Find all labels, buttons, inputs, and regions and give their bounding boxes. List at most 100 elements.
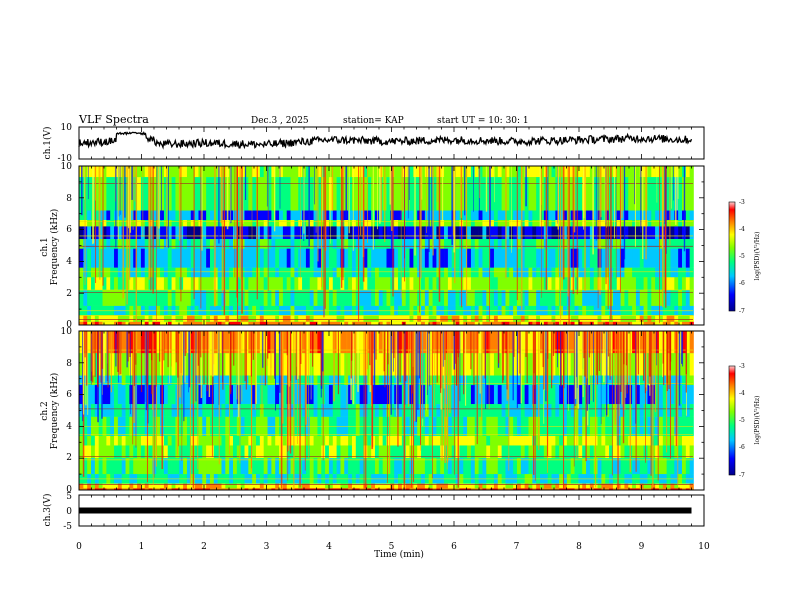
spectrogram-cell: [624, 488, 629, 490]
spectrogram-cell: [244, 315, 249, 322]
spectrogram-cell: [140, 267, 146, 278]
spectrogram-cell: [678, 220, 683, 227]
spectrogram-cell: [386, 277, 391, 291]
spectrogram-cell: [137, 375, 142, 386]
spectrogram-cell: [470, 445, 476, 459]
spectrogram-cell: [374, 445, 380, 459]
spectrogram-cell: [137, 239, 142, 249]
spectrogram-cell: [444, 321, 449, 325]
spectrogram-cell: [559, 166, 564, 178]
spectrogram-cell: [509, 404, 514, 417]
spectrogram-cell: [91, 458, 96, 475]
spectrogram-cell: [421, 483, 426, 489]
spectrogram-cell: [616, 331, 621, 354]
spectrogram-cell: [432, 166, 437, 178]
spectrogram-cell: [233, 353, 238, 376]
spectrogram-cell: [632, 226, 637, 240]
spectrogram-cell: [332, 404, 337, 417]
spectrogram-cell: [570, 435, 575, 446]
spectrogram-cell: [398, 315, 403, 322]
spectrogram-cell: [359, 385, 364, 405]
spectrogram-cell: [344, 226, 349, 240]
spectrogram-cell: [582, 321, 587, 325]
spectrogram-cell: [355, 483, 360, 489]
spectrogram-cell: [186, 166, 192, 178]
spectrogram-cell: [117, 375, 123, 386]
spectrogram-cell: [670, 177, 675, 211]
spectrogram-cell: [444, 458, 449, 475]
spectrogram-cell: [524, 404, 529, 417]
spectrogram-cell: [516, 166, 522, 178]
spectrogram-cell: [681, 435, 687, 446]
spectrogram-cell: [290, 321, 295, 325]
spectrogram-cell: [559, 458, 564, 475]
spectrogram-cell: [79, 239, 84, 249]
spectrogram-cell: [355, 445, 360, 459]
spectrogram-cell: [148, 385, 153, 405]
spectrogram-cell: [681, 375, 687, 386]
spectrogram-cell: [490, 239, 495, 249]
spectrogram-cell: [229, 277, 234, 291]
spectrogram-cell: [593, 220, 598, 227]
spectrogram-cell: [486, 458, 491, 475]
spectrogram-cell: [325, 239, 330, 249]
spectrogram-cell: [509, 321, 514, 325]
spectrogram-cell: [612, 488, 618, 490]
spectrogram-cell: [666, 445, 671, 459]
spectrogram-cell: [597, 445, 602, 459]
spectrogram-cell: [455, 166, 460, 178]
spectrogram-cell: [593, 239, 598, 249]
spectrogram-cell: [121, 445, 126, 459]
spectrogram-cell: [612, 239, 618, 249]
spectrogram-cell: [436, 483, 441, 489]
spectrogram-cell: [624, 375, 629, 386]
spectrogram-cell: [233, 445, 238, 459]
spectrogram-cell: [490, 483, 495, 489]
spectrogram-cell: [555, 248, 560, 268]
spectrogram-cell: [321, 290, 326, 306]
spectrogram-cell: [233, 277, 238, 291]
spectrogram-cell: [528, 375, 533, 386]
spectrogram-cell: [586, 435, 591, 446]
spectrogram-cell: [559, 210, 564, 221]
spectrogram-cell: [256, 315, 261, 322]
spectrogram-cell: [520, 488, 525, 490]
spectrogram-cell: [390, 315, 395, 322]
spectrogram-cell: [160, 290, 165, 306]
spectrogram-cell: [209, 239, 215, 249]
spectrogram-cell: [217, 483, 222, 489]
spectrogram-cell: [252, 458, 257, 475]
spectrogram-cell: [513, 353, 518, 376]
spectrogram-cell: [110, 404, 115, 417]
spectrogram-cell: [102, 404, 107, 417]
spectrogram-cell: [317, 331, 322, 354]
spectrogram-cell: [267, 331, 272, 354]
spectrogram-cell: [225, 226, 230, 240]
spectrogram-cell: [114, 290, 119, 306]
spectrogram-cell: [336, 290, 341, 306]
spectrogram-cell: [117, 404, 123, 417]
spectrogram-cell: [398, 290, 403, 306]
spectrogram-cell: [94, 321, 99, 325]
spectrogram-cell: [459, 488, 464, 490]
spectrogram-cell: [267, 458, 272, 475]
spectrogram-cell: [294, 375, 299, 386]
spectrogram-cell: [612, 277, 618, 291]
spectrogram-cell: [447, 488, 453, 490]
spectrogram-cell: [413, 488, 418, 490]
spectrogram-cell: [217, 488, 222, 490]
ch1-cb-tick-m5: -5: [739, 253, 745, 260]
spectrogram-cell: [367, 239, 372, 249]
spectrogram-cell: [332, 239, 337, 249]
spectrogram-cell: [674, 445, 679, 459]
spectrogram-cell: [133, 404, 138, 417]
spectrogram-cell: [651, 248, 656, 268]
spectrogram-cell: [566, 375, 571, 386]
spectrogram-cell: [440, 315, 445, 322]
spectrogram-cell: [551, 321, 556, 325]
spectrogram-cell: [593, 226, 598, 240]
spectrogram-cell: [405, 248, 410, 268]
spectrogram-cell: [612, 248, 618, 268]
spectrogram-cell: [186, 315, 192, 322]
spectrogram-cell: [213, 321, 218, 325]
